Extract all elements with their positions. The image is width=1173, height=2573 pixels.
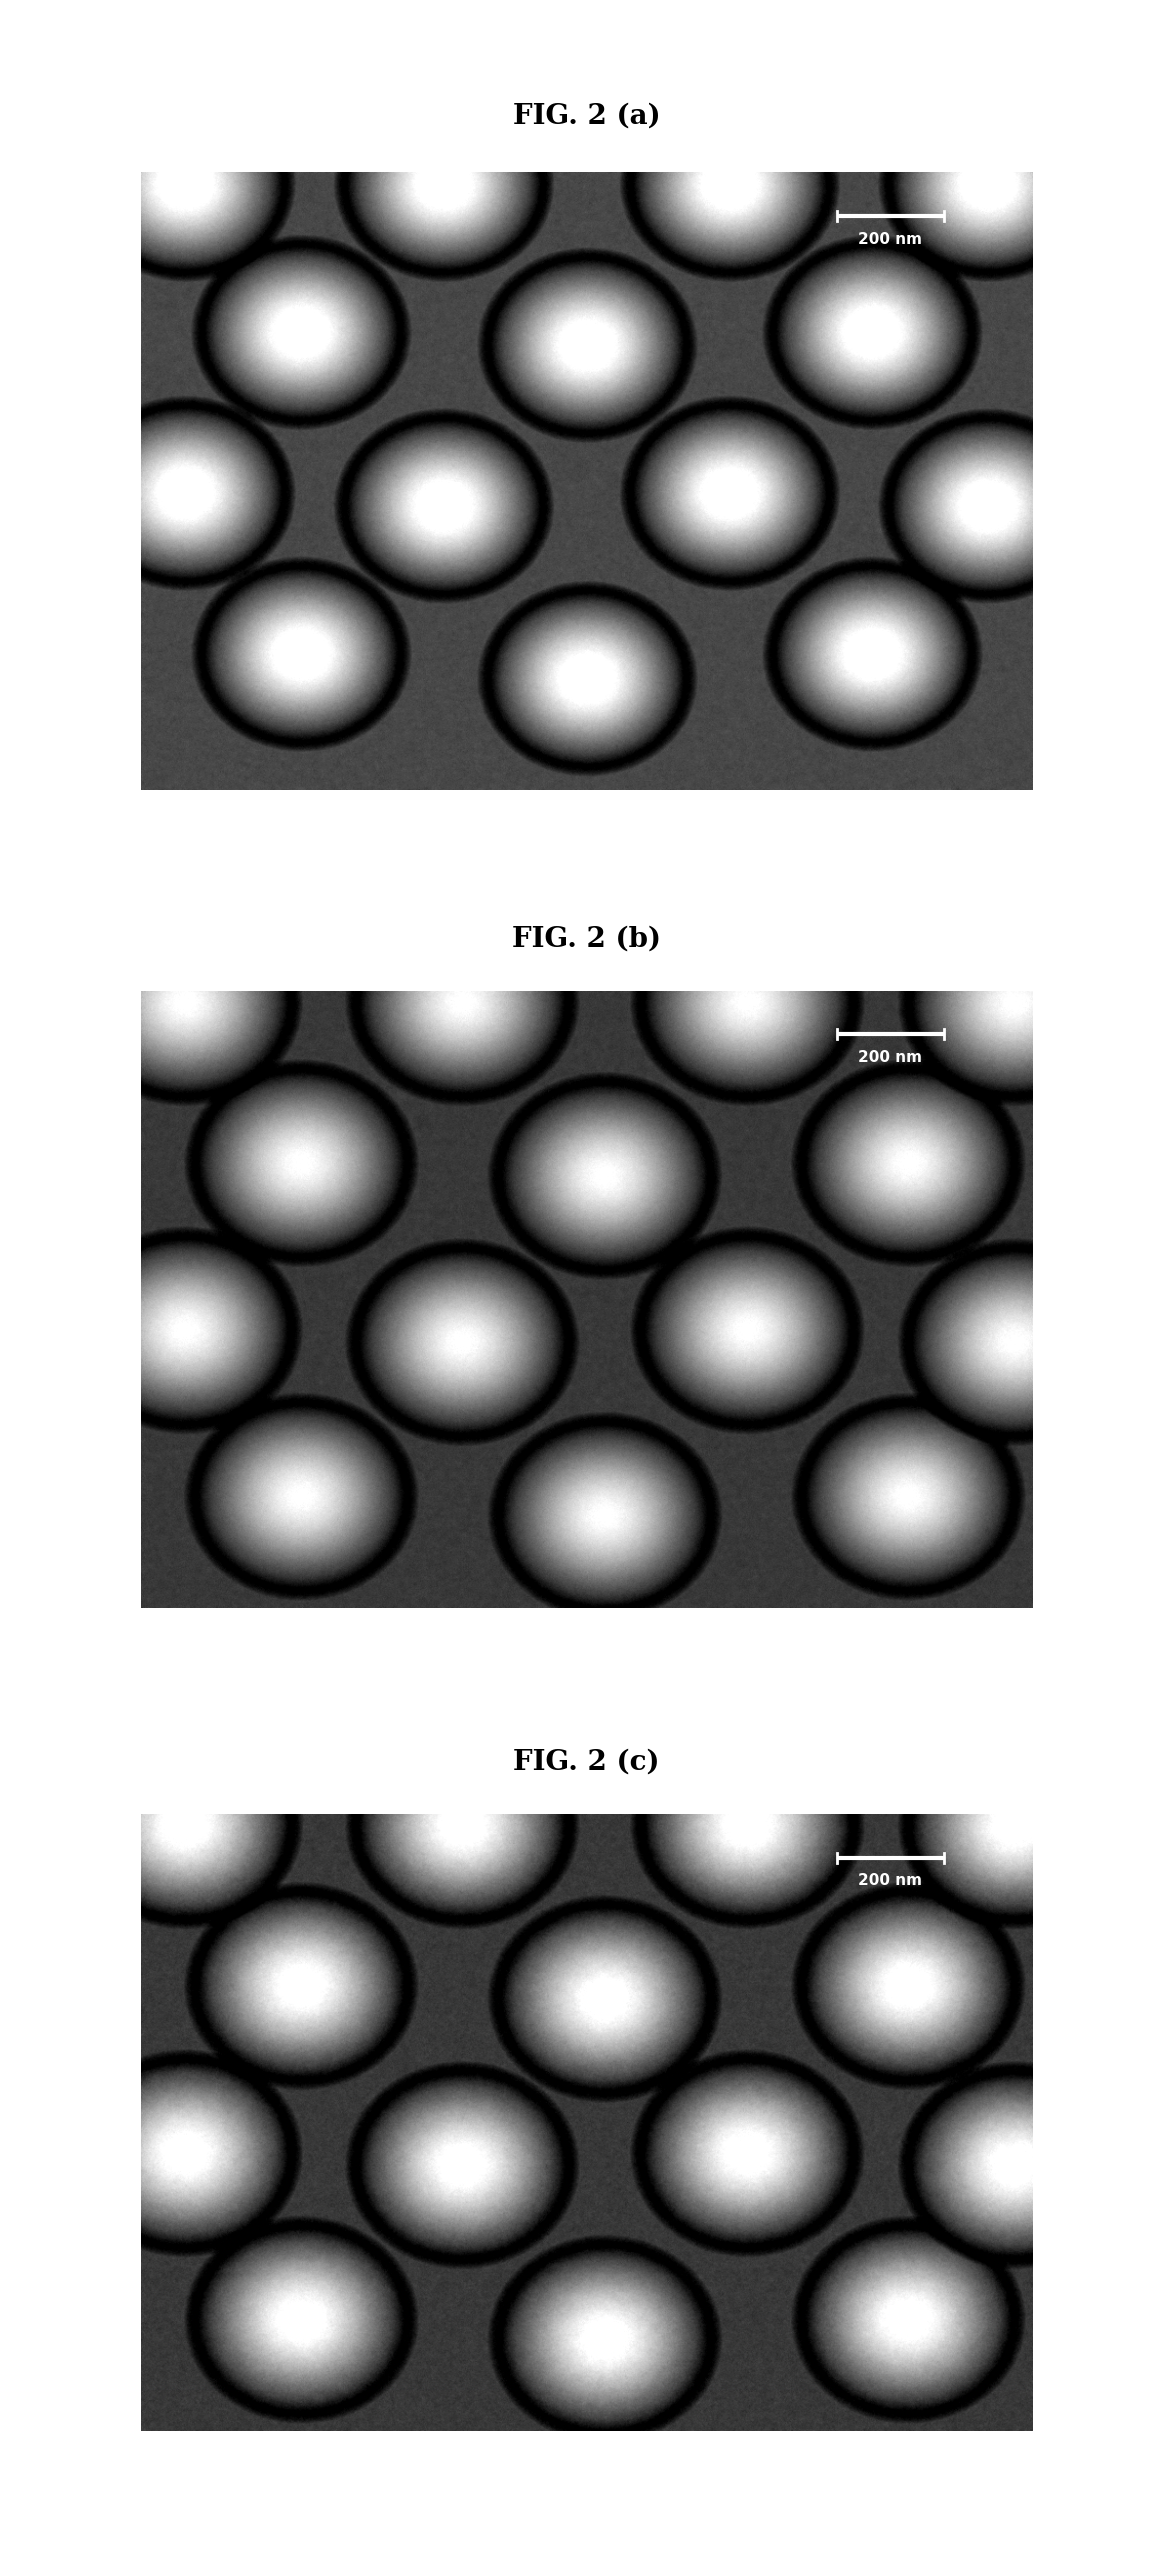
Text: FIG. 2 (b): FIG. 2 (b) <box>511 926 662 952</box>
Text: 200 nm: 200 nm <box>859 1873 922 1889</box>
Text: 200 nm: 200 nm <box>859 232 922 247</box>
Text: 200 nm: 200 nm <box>859 1050 922 1065</box>
Text: FIG. 2 (a): FIG. 2 (a) <box>513 103 660 129</box>
Text: FIG. 2 (c): FIG. 2 (c) <box>514 1750 659 1775</box>
